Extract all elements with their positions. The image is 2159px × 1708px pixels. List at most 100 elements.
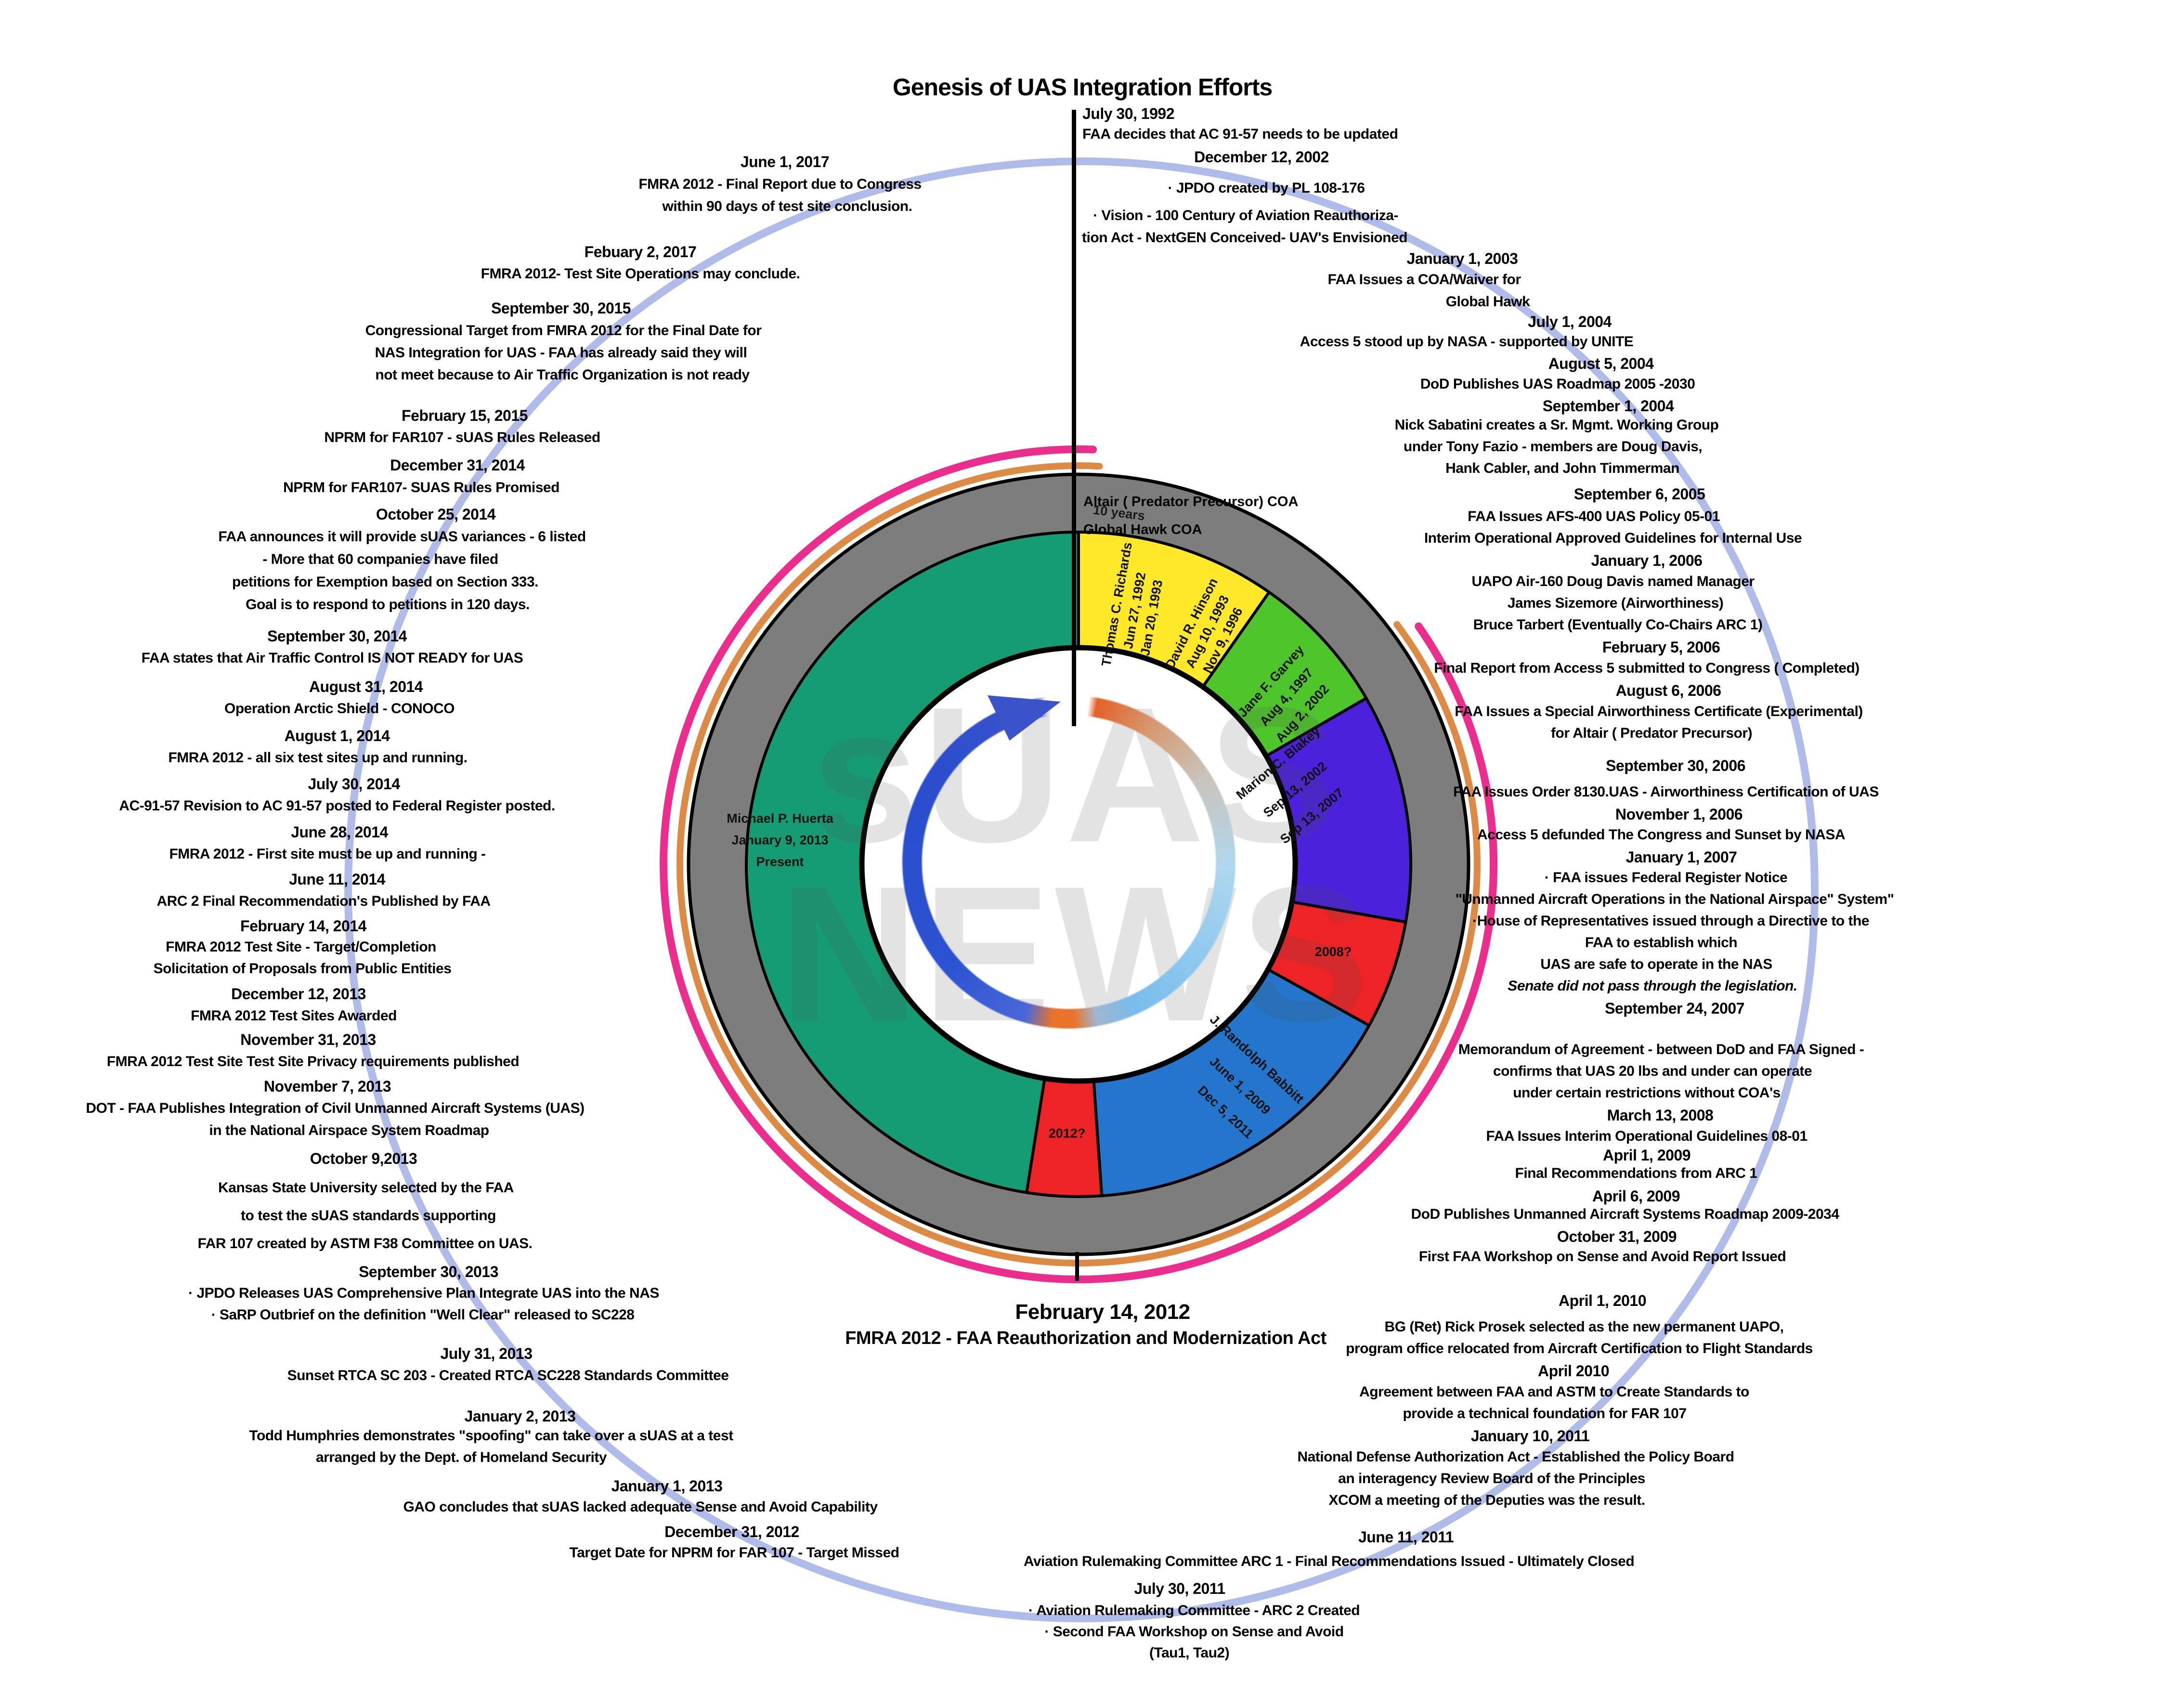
timeline-entry-date: January 1, 2006 [1591, 552, 1703, 569]
timeline-entry-line: FMRA 2012 - First site must be up and ru… [169, 846, 486, 862]
timeline-entry-line: Todd Humphries demonstrates "spoofing" c… [249, 1428, 733, 1444]
timeline-entry-line: James Sizemore (Airworthiness) [1507, 595, 1724, 611]
timeline-entry-date: October 25, 2014 [376, 506, 496, 523]
timeline-entry-line: DOT - FAA Publishes Integration of Civil… [86, 1100, 585, 1116]
global-hawk-coa-label: Global Hawk COA [1083, 522, 1202, 537]
timeline-entry-date: September 30, 2014 [267, 627, 407, 645]
timeline-entry-date: July 30, 1992 [1082, 105, 1174, 122]
timeline-entry-line: not meet because to Air Traffic Organiza… [375, 367, 750, 383]
timeline-entry-date: August 1, 2014 [284, 727, 390, 744]
timeline-entry-line: FMRA 2012- Test Site Operations may conc… [481, 266, 800, 282]
timeline-entry-line: FAA Issues Interim Operational Guideline… [1486, 1128, 1808, 1144]
timeline-entry-line: · Vision - 100 Century of Aviation Reaut… [1093, 208, 1398, 223]
timeline-entry-line: NAS Integration for UAS - FAA has alread… [375, 345, 747, 361]
timeline-entry-line: to test the sUAS standards supporting [241, 1208, 496, 1224]
global-hawk-coa-arc [676, 462, 1481, 1267]
timeline-entry-line: Access 5 defunded The Congress and Sunse… [1477, 827, 1846, 843]
altair-coa-label: Altair ( Predator Precursor) COA [1083, 494, 1299, 509]
timeline-entry-line: XCOM a meeting of the Deputies was the r… [1328, 1492, 1645, 1508]
donut-segment-label: 2008? [1314, 944, 1352, 959]
timeline-entry-line: UAPO Air-160 Doug Davis named Manager [1471, 574, 1755, 589]
timeline-entry-line: Sunset RTCA SC 203 - Created RTCA SC228 … [287, 1368, 729, 1383]
timeline-entry-date: October 9,2013 [310, 1150, 417, 1167]
timeline-entry-line: DoD Publishes UAS Roadmap 2005 -2030 [1420, 376, 1695, 392]
timeline-entry-line: FAA to establish which [1585, 935, 1738, 951]
timeline-entry-line: FAA Issues Order 8130.UAS - Airworthines… [1453, 784, 1879, 800]
timeline-entry-date: December 31, 2014 [390, 456, 525, 474]
timeline-entry-date: April 2010 [1538, 1362, 1609, 1380]
timeline-entry-line: FAR 107 created by ASTM F38 Committee on… [197, 1236, 533, 1252]
timeline-entry-date: April 1, 2009 [1602, 1147, 1691, 1164]
timeline-entry-line: FMRA 2012 Test Site - Target/Completion [166, 939, 436, 955]
timeline-entry-line: FAA Issues AFS-400 UAS Policy 05-01 [1468, 508, 1720, 524]
timeline-entry-line: · SaRP Outbrief on the definition "Well … [211, 1307, 635, 1323]
timeline-entry-line: Agreement between FAA and ASTM to Create… [1359, 1384, 1749, 1400]
timeline-entry-date: December 12, 2013 [231, 985, 366, 1003]
timeline-entry-line: program office relocated from Aircraft C… [1346, 1341, 1813, 1356]
timeline-entry-line: FAA announces it will provide sUAS varia… [218, 529, 586, 545]
timeline-entry-date: February 14, 2014 [240, 917, 366, 935]
donut-segment-label: 2012? [1048, 1126, 1086, 1141]
timeline-entry-line: provide a technical foundation for FAR 1… [1403, 1406, 1687, 1421]
timeline-entry-date: July 30, 2011 [1134, 1580, 1225, 1597]
timeline-entry-line: petitions for Exemption based on Section… [232, 574, 538, 590]
timeline-entry-date: February 15, 2015 [402, 407, 528, 424]
altair-coa-arc [660, 445, 1497, 1283]
timeline-entry-line: Memorandum of Agreement - between DoD an… [1458, 1042, 1864, 1057]
timeline-entry-date: Febuary 2, 2017 [584, 243, 697, 261]
timeline-entry-date: June 11, 2011 [1358, 1528, 1454, 1546]
timeline-entry-line: within 90 days of test site conclusion. [662, 198, 912, 214]
timeline-entry-line: in the National Airspace System Roadmap [209, 1122, 489, 1138]
donut-segment-label: Present [756, 854, 804, 869]
timeline-entry-line: ARC 2 Final Recommendation's Published b… [156, 893, 491, 909]
timeline-entry-date: September 24, 2007 [1605, 1000, 1744, 1017]
timeline-entry-date: January 1, 2007 [1626, 848, 1737, 866]
timeline-entry-date: October 31, 2009 [1557, 1228, 1677, 1245]
timeline-entry-date: January 1, 2013 [611, 1477, 723, 1495]
timeline-entry-line: FAA Issues a Special Airworthiness Certi… [1455, 704, 1863, 719]
timeline-entry-line: confirms that UAS 20 lbs and under can o… [1493, 1063, 1812, 1079]
timeline-entry-line: (Tau1, Tau2) [1149, 1645, 1230, 1661]
feb-2012-tick [1075, 1252, 1079, 1281]
timeline-entry-date: June 28, 2014 [291, 823, 388, 841]
timeline-entry-date: November 1, 2006 [1615, 806, 1743, 823]
timeline-entry-line: UAS are safe to operate in the NAS [1540, 956, 1772, 972]
cycle-arrow-ring [891, 684, 1247, 1040]
timeline-entry-date: September 30, 2006 [1606, 757, 1745, 774]
timeline-entry-date: August 5, 2004 [1548, 355, 1654, 372]
timeline-entry-line: FMRA 2012 - FAA Reauthorization and Mode… [845, 1328, 1327, 1348]
timeline-entry-date: November 7, 2013 [263, 1078, 391, 1095]
timeline-entry-date: September 30, 2013 [359, 1263, 498, 1280]
timeline-entry-line: FMRA 2012 - Final Report due to Congress [638, 176, 922, 192]
timeline-entry-date: August 6, 2006 [1615, 682, 1721, 699]
timeline-entry-date: February 14, 2012 [1015, 1300, 1190, 1324]
timeline-entry-line: ·House of Representatives issued through… [1472, 913, 1870, 929]
timeline-entry-line: FAA decides that AC 91-57 needs to be up… [1082, 126, 1398, 142]
timeline-entry-line: · Aviation Rulemaking Committee - ARC 2 … [1028, 1603, 1360, 1618]
page-title: Genesis of UAS Integration Efforts [892, 73, 1273, 101]
july-1992-axis-line [1072, 110, 1076, 726]
timeline-entry-line: First FAA Workshop on Sense and Avoid Re… [1418, 1249, 1786, 1265]
timeline-entry-date: June 1, 2017 [740, 153, 830, 170]
timeline-entry-line: under certain restrictions without COA's [1513, 1085, 1781, 1101]
timeline-entry-line: Kansas State University selected by the … [218, 1180, 514, 1196]
timeline-entry-date: July 31, 2013 [440, 1345, 533, 1362]
timeline-entry-date: February 5, 2006 [1602, 639, 1720, 656]
timeline-entry-line: FAA states that Air Traffic Control IS N… [141, 650, 523, 666]
timeline-entry-date: January 1, 2003 [1406, 250, 1518, 267]
timeline-entry-date: November 31, 2013 [240, 1031, 376, 1048]
timeline-entry-line: Congressional Target from FMRA 2012 for … [365, 323, 762, 339]
timeline-entry-line: BG (Ret) Rick Prosek selected as the new… [1384, 1319, 1784, 1335]
timeline-entry-line: NPRM for FAR107 - sUAS Rules Released [324, 430, 600, 445]
timeline-entry-line: National Defense Authorization Act - Est… [1297, 1449, 1734, 1465]
timeline-entry-date: March 13, 2008 [1607, 1107, 1714, 1124]
timeline-entry-date: April 1, 2010 [1558, 1292, 1647, 1309]
timeline-entry-line: Final Report from Access 5 submitted to … [1434, 660, 1860, 676]
timeline-entry-line: Operation Arctic Shield - CONOCO [224, 701, 455, 717]
timeline-entry-line: an interagency Review Board of the Princ… [1338, 1471, 1645, 1486]
timeline-entry-date: April 6, 2009 [1592, 1187, 1680, 1205]
timeline-entry-line: under Tony Fazio - members are Doug Davi… [1403, 439, 1703, 455]
timeline-entry-line: FAA Issues a COA/Waiver for [1327, 272, 1521, 287]
timeline-entry-line: Bruce Tarbert (Eventually Co-Chairs ARC … [1473, 617, 1763, 633]
